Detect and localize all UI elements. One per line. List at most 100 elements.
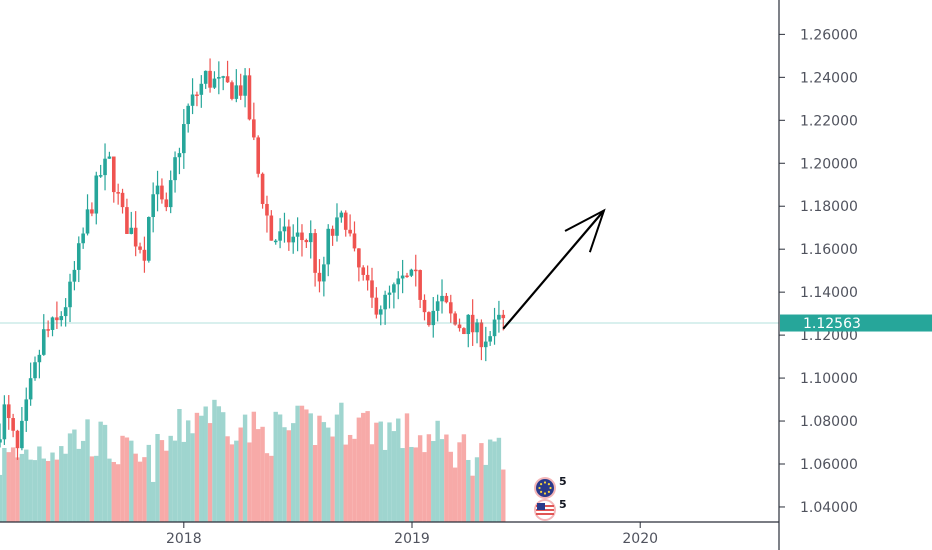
volume-bar [220,412,226,522]
us-event-count: 5 [559,498,567,511]
candle-body [466,314,471,335]
volume-bar [111,461,116,522]
candle-body [278,231,282,241]
candle-body [413,269,418,272]
volume-bar [396,418,401,522]
candle-body [50,317,55,330]
volume-bars [0,399,506,522]
volume-bar [28,459,33,522]
candle-body [365,274,370,281]
volume-bar [2,448,7,522]
candle-body [6,404,11,419]
candle-body [208,70,212,88]
candle-body [405,275,409,278]
volume-bar [194,412,200,522]
volume-bar [269,455,274,522]
time-axis[interactable]: 2018 2019 2020 [166,522,658,547]
y-tick-label: 1.20000 [800,156,858,172]
candle-body [431,310,436,326]
volume-bar [369,444,375,522]
candle-body [68,281,72,308]
volume-bar [133,453,138,522]
volume-bar [404,413,410,522]
volume-bar [334,414,340,522]
candle-body [151,194,155,218]
candle-body [146,217,151,261]
volume-bar [361,412,366,522]
candle-body [282,226,287,232]
volume-bar [426,434,432,522]
candle-body [361,267,366,275]
candle-body [33,362,37,379]
candle-body [243,75,247,96]
candle-body [400,275,405,279]
candle-body [291,236,296,243]
candle-body [155,185,160,195]
candle-body [20,420,24,449]
volume-bar [282,427,287,522]
candle-body [116,192,120,194]
candle-body [335,217,339,236]
volume-bar [59,446,64,522]
candle-body [72,269,77,282]
y-tick-label: 1.10000 [800,371,858,387]
projection-arrow[interactable] [502,208,606,330]
volume-bar [452,467,458,522]
volume-bar [229,444,235,522]
volume-bar [295,405,300,522]
us-flag-icon[interactable] [534,499,556,521]
arrow-head [564,208,606,253]
candle-body [46,329,50,331]
candle-body [304,240,309,243]
candle-body [247,75,252,120]
volume-bar [326,427,331,522]
volume-bar [41,458,46,522]
candle-body [260,173,265,204]
candle-body [138,246,142,250]
candle-body [326,228,331,265]
candle-body [37,354,42,363]
volume-bar [150,481,156,522]
candle-body [501,314,506,319]
volume-bar [387,422,392,522]
candle-body [492,319,497,337]
volume-bar [67,433,73,522]
volume-bar [286,430,292,522]
volume-bar [98,421,103,522]
x-tick-label: 2020 [622,531,658,547]
candle-body [457,324,462,329]
volume-bar [107,458,112,522]
volume-bar [190,433,195,522]
eu-flag-icon[interactable] [534,477,556,499]
volume-bar [115,464,121,522]
candlestick-series [0,58,506,460]
y-tick-label: 1.24000 [800,70,858,86]
candle-body [11,418,15,431]
candle-body [190,94,195,106]
candle-body [256,137,261,174]
candle-body [422,299,427,313]
volume-bar [448,451,453,522]
event-badges[interactable]: 5 5 [534,475,567,521]
y-tick-label: 1.22000 [800,113,858,129]
candle-body [59,316,64,321]
volume-bar [207,423,213,522]
candle-body [199,83,204,95]
volume-bar [474,457,480,522]
candle-body [317,272,322,282]
volume-bar [50,452,55,522]
price-axis[interactable]: 1.26000 1.24000 1.22000 1.20000 1.18000 1.160… [779,27,858,516]
arrow-shaft [502,209,605,330]
candle-body [453,313,457,325]
candle-body [15,430,20,449]
volume-bar [435,420,440,522]
volume-bar [374,422,379,522]
candle-body [182,124,186,154]
volume-bar [260,426,265,522]
candle-body [265,203,269,216]
candle-body [230,82,234,99]
candle-body [269,215,274,241]
volume-bar [444,434,449,522]
candle-body [339,212,344,218]
